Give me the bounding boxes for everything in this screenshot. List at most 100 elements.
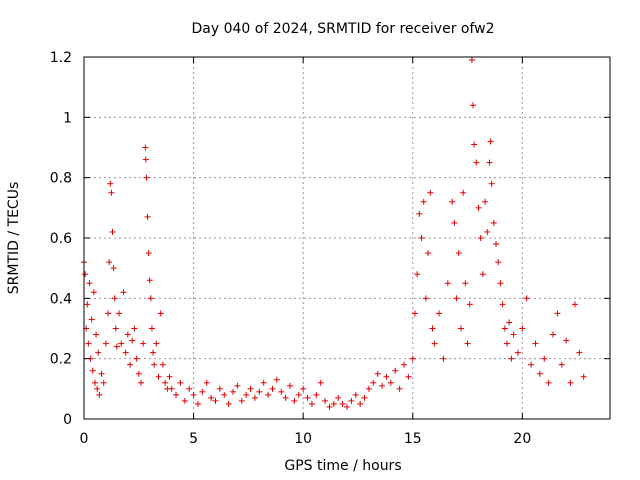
data-point — [291, 397, 298, 404]
data-point — [571, 301, 578, 308]
data-point — [216, 385, 223, 392]
data-point — [460, 189, 467, 196]
data-point — [365, 385, 372, 392]
data-point — [129, 337, 136, 344]
data-point — [287, 382, 294, 389]
data-point — [265, 391, 272, 398]
data-point — [457, 325, 464, 332]
data-point — [308, 400, 315, 407]
data-point — [339, 400, 346, 407]
data-point — [295, 391, 302, 398]
data-point — [344, 403, 350, 410]
data-point — [471, 141, 478, 148]
data-point — [484, 228, 491, 235]
data-point — [411, 310, 418, 317]
data-point — [576, 349, 583, 356]
data-point — [493, 241, 500, 248]
data-point — [479, 271, 486, 278]
data-point — [203, 379, 210, 386]
data-point — [545, 379, 552, 386]
data-point — [212, 397, 219, 404]
data-point — [304, 394, 311, 401]
data-point — [550, 331, 557, 338]
data-point — [477, 235, 484, 241]
data-point — [352, 391, 359, 398]
data-point — [94, 385, 101, 392]
y-tick-label: 0.6 — [50, 231, 72, 247]
data-point — [131, 325, 138, 332]
data-point — [473, 159, 480, 166]
data-point — [451, 219, 458, 226]
data-point — [110, 265, 117, 272]
data-point — [466, 301, 473, 308]
data-point — [313, 391, 320, 398]
data-point — [501, 325, 508, 332]
data-point — [122, 349, 129, 356]
data-point — [159, 361, 166, 368]
data-point — [90, 289, 97, 296]
data-point — [416, 210, 423, 217]
data-point — [449, 198, 456, 205]
axis-ticks: 0 0.2 0.4 0.6 0.8 1 1.2 0 5 10 15 20 — [50, 50, 610, 447]
data-point — [243, 391, 250, 398]
data-point — [116, 310, 123, 317]
data-point — [85, 340, 92, 347]
data-point — [221, 391, 228, 398]
data-point — [300, 385, 307, 392]
data-point — [497, 280, 504, 287]
data-point — [387, 379, 394, 386]
data-point — [260, 379, 267, 386]
x-tick-label: 0 — [80, 431, 89, 447]
data-point — [230, 388, 237, 395]
data-point — [475, 204, 482, 211]
data-point — [420, 198, 427, 205]
data-point — [506, 319, 513, 326]
data-point — [558, 361, 565, 368]
data-point — [251, 394, 258, 401]
data-point — [536, 370, 543, 377]
data-point — [88, 316, 95, 323]
data-point — [269, 385, 276, 392]
data-point — [199, 388, 206, 395]
data-point — [357, 400, 364, 407]
data-point — [238, 397, 245, 404]
data-point — [273, 376, 280, 383]
data-point — [89, 367, 96, 374]
data-point — [278, 388, 285, 395]
data-point — [142, 144, 149, 151]
data-point — [153, 340, 160, 347]
data-point — [487, 138, 494, 145]
data-point — [106, 259, 113, 266]
data-point — [145, 250, 152, 257]
y-tick-label: 0.8 — [50, 171, 72, 187]
data-point — [166, 373, 173, 380]
data-point — [486, 159, 493, 166]
data-point — [453, 295, 460, 302]
y-axis-label: SRMTID / TECUs — [6, 182, 22, 295]
data-point — [137, 379, 144, 386]
data-point — [108, 189, 115, 196]
data-point — [142, 156, 149, 163]
data-point — [361, 394, 368, 401]
data-point — [488, 180, 495, 187]
data-point — [151, 361, 158, 368]
data-point — [383, 373, 390, 380]
data-point — [554, 310, 561, 317]
data-point — [567, 379, 574, 386]
data-point — [146, 277, 153, 284]
x-tick-label: 15 — [404, 431, 422, 447]
data-point — [455, 250, 462, 257]
data-point — [162, 379, 169, 386]
data-points — [81, 57, 587, 410]
data-point — [147, 295, 154, 302]
data-point — [436, 310, 443, 317]
data-point — [392, 367, 399, 374]
data-point — [91, 379, 98, 386]
y-tick-label: 1.2 — [50, 50, 72, 66]
data-point — [100, 379, 107, 386]
data-point — [135, 370, 142, 377]
data-point — [400, 361, 407, 368]
data-point — [541, 355, 548, 362]
data-point — [348, 397, 355, 404]
data-point — [580, 373, 587, 380]
